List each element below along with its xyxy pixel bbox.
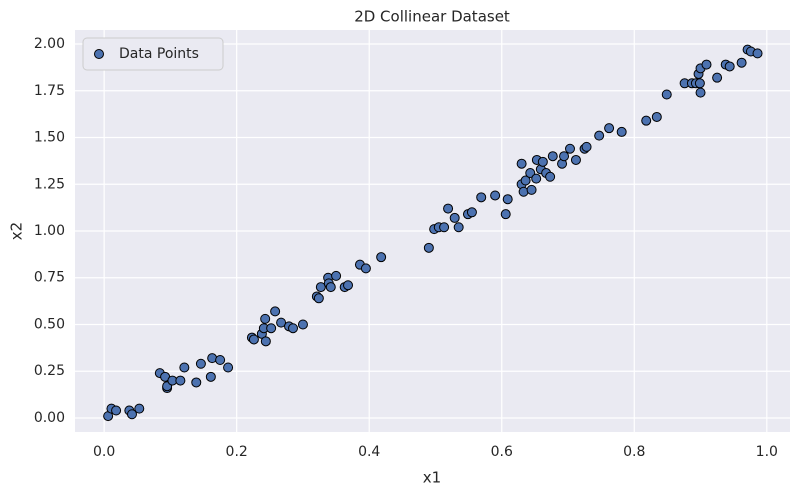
data-point [325,282,336,293]
data-point [724,61,735,72]
x-axis-label: x1 [423,469,441,487]
data-point [443,203,454,214]
data-point [205,371,216,382]
data-point [297,319,308,330]
data-point [570,154,581,165]
data-point [537,156,548,167]
data-point [525,168,536,179]
data-point [641,115,652,126]
data-point [752,48,763,59]
data-point [712,72,723,83]
data-point [423,242,434,253]
data-point [559,151,570,162]
y-axis-label: x2 [8,222,26,240]
data-point [276,317,287,328]
data-point [343,280,354,291]
data-point [315,282,326,293]
data-point [260,336,271,347]
data-point [520,175,531,186]
y-tick-label: 0.00 [34,410,65,426]
y-tick-label: 0.75 [34,270,65,286]
y-tick-label: 2.00 [34,36,65,52]
data-point [476,192,487,203]
data-point [449,212,460,223]
data-point [581,141,592,152]
data-point [179,362,190,373]
data-point [736,57,747,68]
x-tick-label: 0.4 [358,444,380,460]
data-point [695,87,706,98]
data-point [313,293,324,304]
chart-title: 2D Collinear Dataset [354,8,510,26]
data-point [195,358,206,369]
data-point [111,405,122,416]
marks [103,44,763,422]
legend: Data Points [82,37,224,71]
y-tick-label: 1.25 [34,176,65,192]
y-tick-label: 1.00 [34,223,65,239]
legend-box [82,37,224,71]
data-point [604,123,615,134]
y-tick-label: 0.50 [34,316,65,332]
legend-label: Data Points [119,46,199,62]
data-point [516,158,527,169]
y-tick-label: 0.25 [34,363,65,379]
x-tick-label: 0.8 [623,444,645,460]
data-point [701,59,712,70]
data-point [526,184,537,195]
data-point [248,334,259,345]
x-tick-label: 0.6 [491,444,513,460]
data-point [126,409,137,420]
data-point [490,190,501,201]
x-tick-label: 1.0 [756,444,778,460]
data-point [545,171,556,182]
data-point [215,355,226,366]
data-point [500,209,511,220]
data-point [466,207,477,218]
legend-marker [94,49,104,59]
data-point [502,194,513,205]
data-point [661,89,672,100]
data-point [694,78,705,89]
data-point [223,362,234,373]
data-point [594,130,605,141]
data-point [376,252,387,263]
data-point [260,313,271,324]
data-point [266,323,277,334]
data-point [439,222,450,233]
data-point [531,173,542,184]
data-point [547,151,558,162]
data-point [331,270,342,281]
x-tick-label: 0.0 [93,444,115,460]
x-tick-label: 0.2 [226,444,248,460]
data-point [453,222,464,233]
data-point [191,377,202,388]
data-point [175,375,186,386]
data-point [288,323,299,334]
data-point [134,403,145,414]
data-point [360,263,371,274]
data-point [270,306,281,317]
data-point [565,143,575,154]
data-point [651,111,662,122]
y-tick-label: 1.50 [34,130,65,146]
data-point [616,126,627,137]
y-tick-label: 1.75 [34,83,65,99]
